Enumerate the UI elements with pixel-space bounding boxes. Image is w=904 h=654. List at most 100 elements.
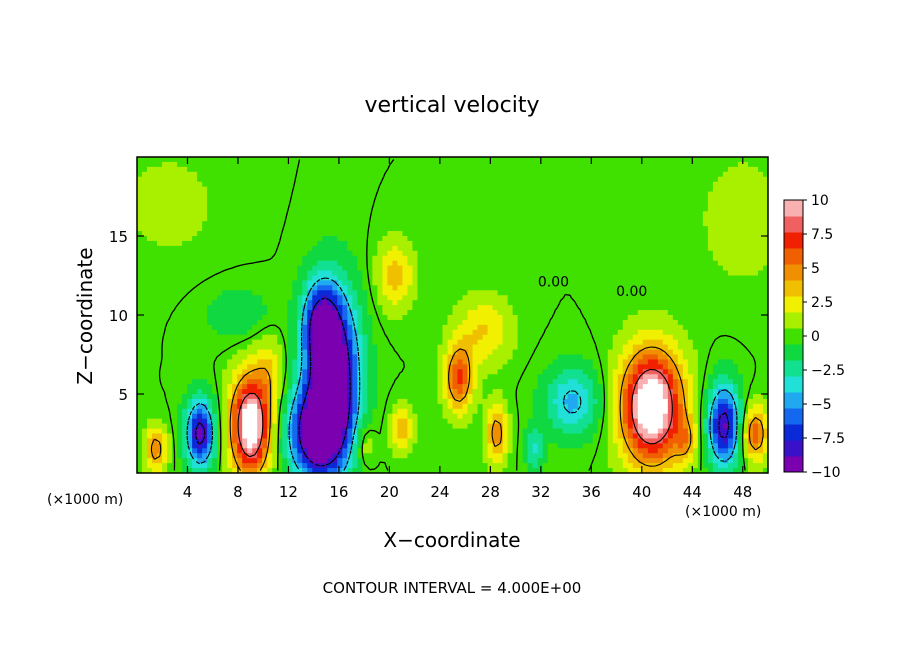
field-cell bbox=[692, 285, 699, 291]
field-cell bbox=[677, 240, 684, 247]
field-cell bbox=[667, 324, 674, 331]
field-cell bbox=[492, 265, 499, 272]
field-cell bbox=[277, 315, 283, 321]
field-cell bbox=[547, 349, 554, 356]
field-cell bbox=[637, 181, 644, 188]
field-cell bbox=[202, 265, 208, 272]
field-cell bbox=[752, 295, 759, 301]
field-cell bbox=[152, 310, 158, 316]
field-cell bbox=[297, 329, 303, 336]
field-cell bbox=[502, 171, 509, 178]
field-cell bbox=[387, 245, 394, 252]
field-cell bbox=[672, 226, 679, 232]
field-cell bbox=[437, 295, 444, 301]
field-cell bbox=[617, 324, 624, 331]
field-cell bbox=[362, 206, 368, 212]
field-cell bbox=[172, 171, 178, 178]
field-cell bbox=[402, 290, 409, 296]
field-cell bbox=[747, 324, 754, 331]
field-cell bbox=[407, 329, 414, 336]
field-cell bbox=[142, 305, 148, 311]
field-cell bbox=[512, 290, 519, 296]
field-cell bbox=[257, 216, 263, 222]
field-cell bbox=[167, 329, 173, 336]
field-cell bbox=[602, 166, 609, 173]
field-cell bbox=[287, 270, 293, 277]
field-cell bbox=[507, 349, 514, 356]
field-cell bbox=[332, 339, 338, 346]
field-cell bbox=[632, 245, 639, 252]
field-cell bbox=[142, 270, 148, 277]
field-cell bbox=[272, 216, 278, 222]
field-cell bbox=[387, 255, 394, 262]
field-cell bbox=[722, 290, 729, 296]
field-cell bbox=[492, 161, 499, 168]
field-cell bbox=[137, 255, 143, 262]
field-cell bbox=[682, 196, 689, 203]
field-cell bbox=[457, 236, 464, 242]
field-cell bbox=[292, 310, 298, 316]
field-cell bbox=[217, 339, 223, 346]
field-cell bbox=[327, 295, 333, 301]
field-cell bbox=[592, 186, 599, 193]
field-cell bbox=[642, 250, 649, 257]
field-cell bbox=[672, 310, 679, 316]
field-cell bbox=[532, 255, 539, 262]
field-cell bbox=[727, 319, 734, 326]
field-cell bbox=[532, 250, 539, 257]
field-cell bbox=[257, 191, 263, 198]
field-cell bbox=[747, 240, 754, 247]
field-cell bbox=[747, 211, 754, 217]
field-cell bbox=[317, 315, 323, 321]
field-cell bbox=[277, 191, 283, 198]
field-cell bbox=[587, 295, 594, 301]
field-cell bbox=[622, 236, 629, 242]
field-cell bbox=[427, 334, 434, 341]
field-cell bbox=[217, 221, 223, 227]
field-cell bbox=[297, 285, 303, 291]
field-cell bbox=[202, 339, 208, 346]
field-cell bbox=[712, 275, 719, 282]
field-cell bbox=[757, 305, 764, 311]
field-cell bbox=[172, 290, 178, 296]
field-cell bbox=[147, 334, 153, 341]
field-cell bbox=[427, 236, 434, 242]
field-cell bbox=[512, 319, 519, 326]
field-cell bbox=[487, 339, 494, 346]
field-cell bbox=[162, 319, 168, 326]
field-cell bbox=[397, 176, 404, 183]
field-cell bbox=[437, 275, 444, 282]
field-cell bbox=[527, 295, 534, 301]
field-cell bbox=[442, 255, 449, 262]
field-cell bbox=[292, 186, 298, 193]
field-cell bbox=[157, 186, 163, 193]
field-cell bbox=[182, 221, 188, 227]
field-cell bbox=[242, 186, 248, 193]
field-cell bbox=[372, 191, 378, 198]
field-cell bbox=[672, 166, 679, 173]
field-cell bbox=[587, 290, 594, 296]
field-cell bbox=[312, 196, 318, 203]
field-cell bbox=[287, 157, 293, 163]
field-cell bbox=[412, 245, 419, 252]
field-cell bbox=[192, 191, 198, 198]
field-cell bbox=[232, 310, 238, 316]
field-cell bbox=[747, 315, 754, 321]
field-cell bbox=[357, 270, 363, 277]
field-cell bbox=[757, 191, 764, 198]
field-cell bbox=[452, 201, 459, 207]
field-cell bbox=[712, 310, 719, 316]
field-cell bbox=[312, 157, 318, 163]
field-cell bbox=[182, 196, 188, 203]
field-cell bbox=[412, 226, 419, 232]
field-cell bbox=[652, 275, 659, 282]
field-cell bbox=[367, 157, 373, 163]
field-cell bbox=[452, 280, 459, 286]
field-cell bbox=[672, 295, 679, 301]
field-cell bbox=[297, 226, 303, 232]
field-cell bbox=[542, 315, 549, 321]
field-cell bbox=[677, 260, 684, 267]
field-cell bbox=[742, 290, 749, 296]
field-cell bbox=[207, 300, 213, 306]
field-cell bbox=[687, 196, 694, 203]
